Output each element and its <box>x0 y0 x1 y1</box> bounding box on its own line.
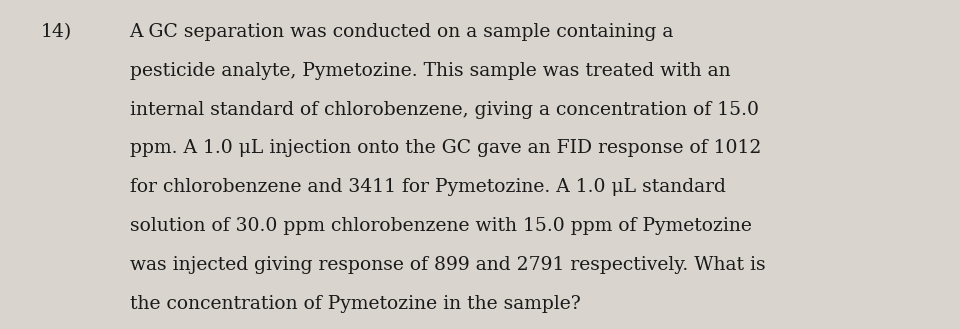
Text: ppm. A 1.0 μL injection onto the GC gave an FID response of 1012: ppm. A 1.0 μL injection onto the GC gave… <box>130 139 761 158</box>
Text: A GC separation was conducted on a sample containing a: A GC separation was conducted on a sampl… <box>130 23 674 41</box>
Text: was injected giving response of 899 and 2791 respectively. What is: was injected giving response of 899 and … <box>130 256 765 274</box>
Text: internal standard of chlorobenzene, giving a concentration of 15.0: internal standard of chlorobenzene, givi… <box>130 101 758 119</box>
Text: for chlorobenzene and 3411 for Pymetozine. A 1.0 μL standard: for chlorobenzene and 3411 for Pymetozin… <box>130 178 726 196</box>
Text: pesticide analyte, Pymetozine. This sample was treated with an: pesticide analyte, Pymetozine. This samp… <box>130 62 731 80</box>
Text: solution of 30.0 ppm chlorobenzene with 15.0 ppm of Pymetozine: solution of 30.0 ppm chlorobenzene with … <box>130 217 752 235</box>
Text: the concentration of Pymetozine in the sample?: the concentration of Pymetozine in the s… <box>130 295 581 313</box>
Text: 14): 14) <box>40 23 72 41</box>
